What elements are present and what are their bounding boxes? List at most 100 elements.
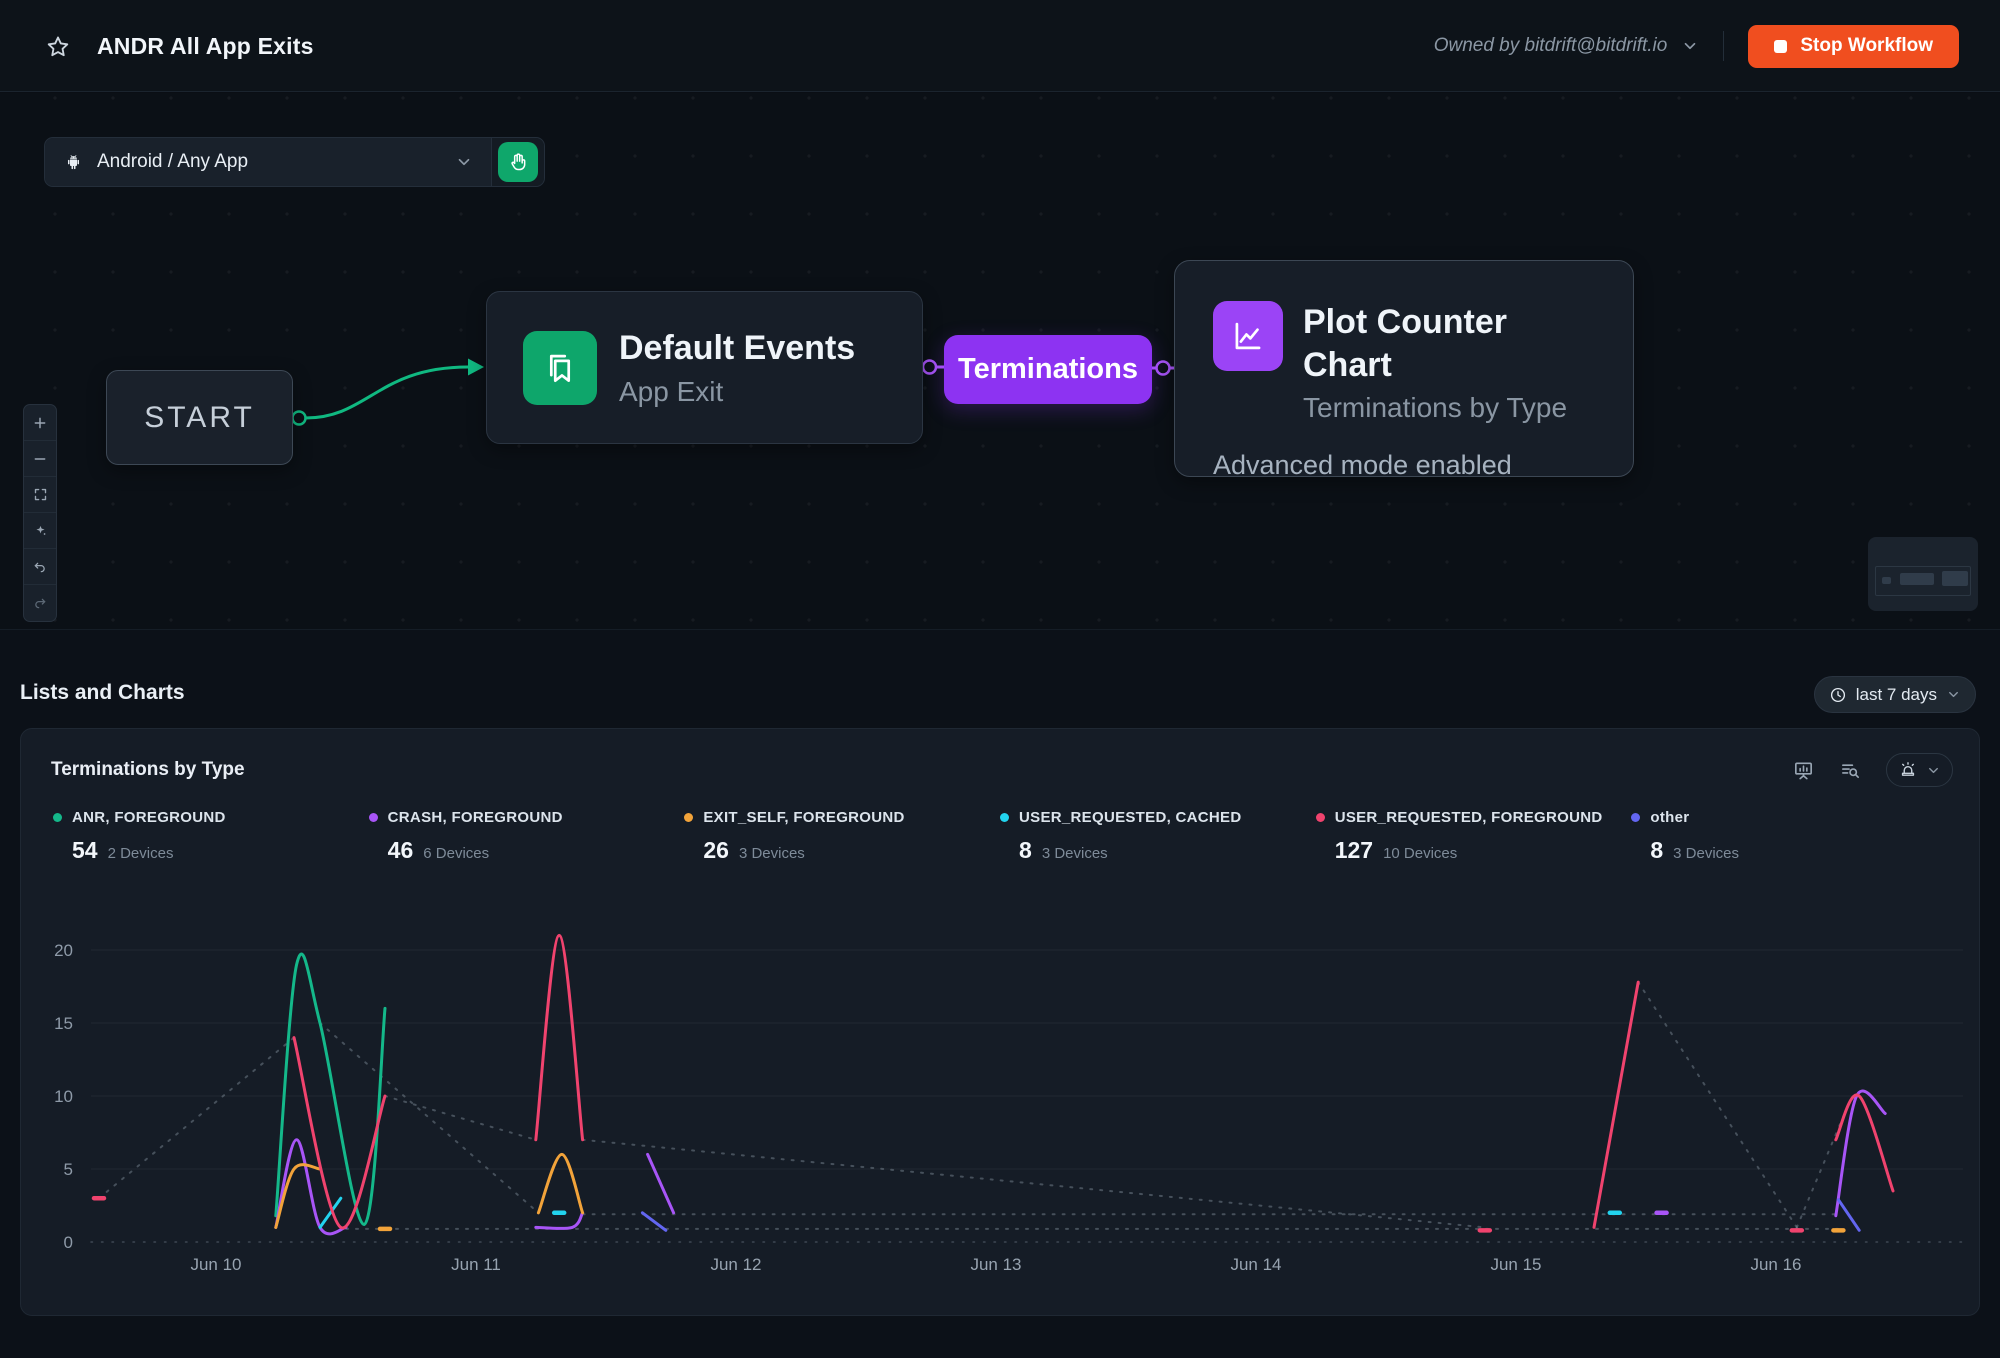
- node-default-events[interactable]: Default Events App Exit: [486, 291, 923, 444]
- undo-button[interactable]: [24, 549, 56, 585]
- svg-text:Jun 13: Jun 13: [970, 1255, 1021, 1274]
- section-title: Lists and Charts: [20, 681, 185, 704]
- alarm-icon: [1901, 762, 1915, 776]
- line-chart-icon: [1235, 322, 1261, 350]
- legend-dot: [1631, 813, 1641, 822]
- terminations-chart-svg: 0 5 10 15 20 Jun 10 Jun 11 Jun 12 Jun 13 Jun 14 Ju…: [54, 933, 1964, 1274]
- legend-devices: 2 Devices: [107, 845, 174, 862]
- chevron-down-icon: [1929, 767, 1938, 773]
- redo-button[interactable]: [24, 585, 56, 621]
- node-title: Default Events: [619, 329, 856, 368]
- legend-dot: [368, 813, 378, 822]
- dashboard-chart-button[interactable]: [1792, 759, 1815, 782]
- legend-value: 8: [1650, 837, 1664, 863]
- legend-value: 26: [703, 837, 729, 863]
- legend-devices: 3 Devices: [1673, 845, 1740, 862]
- legend-item-1[interactable]: CRASH, FOREGROUND 46 6 Devices: [368, 809, 685, 864]
- bookmark-icon-badge: [523, 330, 597, 405]
- chevron-down-icon: [1685, 42, 1696, 50]
- svg-text:Jun 11: Jun 11: [451, 1255, 501, 1274]
- node-terminations[interactable]: Terminations: [944, 335, 1152, 404]
- node-subtitle: Terminations by Type: [1303, 392, 1568, 423]
- zoom-in-button[interactable]: [24, 405, 56, 441]
- legend-dot: [53, 813, 62, 822]
- svg-text:Jun 14: Jun 14: [1230, 1255, 1281, 1274]
- app-selector-dropdown[interactable]: Android / Any App: [45, 138, 491, 186]
- stop-icon: [1774, 39, 1788, 53]
- svg-text:10: 10: [54, 1087, 73, 1106]
- node-plot-counter-chart[interactable]: Plot Counter Chart Terminations by Type …: [1174, 260, 1634, 480]
- legend-label: ANR, FOREGROUND: [72, 809, 226, 826]
- bookmark-icon: [549, 354, 571, 382]
- divider: [1723, 31, 1725, 61]
- stop-workflow-button[interactable]: Stop Workflow: [1748, 24, 1959, 68]
- legend-dot: [684, 813, 694, 822]
- canvas-minimap[interactable]: [1868, 537, 1978, 611]
- workflow-canvas[interactable]: Android / Any App START Default Events A…: [0, 93, 2000, 629]
- chevron-down-icon: [458, 158, 470, 166]
- terminations-label: Terminations: [958, 353, 1138, 385]
- list-search-icon: [1842, 763, 1859, 778]
- svg-text:0: 0: [64, 1233, 73, 1252]
- legend-label: USER_REQUESTED, CACHED: [1019, 809, 1242, 826]
- legend-item-0[interactable]: ANR, FOREGROUND 54 2 Devices: [53, 809, 369, 864]
- legend-value: 8: [1019, 837, 1032, 863]
- owner-label: Owned by bitdrift@bitdrift.io: [1433, 35, 1668, 56]
- node-subtitle: App Exit: [619, 375, 724, 407]
- legend-item-3[interactable]: USER_REQUESTED, CACHED 8 3 Devices: [1000, 809, 1316, 864]
- legend-value: 127: [1334, 837, 1374, 863]
- presentation-chart-icon: [1795, 761, 1812, 779]
- svg-text:5: 5: [64, 1160, 73, 1179]
- hand-icon: [511, 153, 526, 171]
- advanced-mode-label: Advanced mode enabled: [1213, 450, 1512, 480]
- fit-view-button[interactable]: [24, 477, 56, 513]
- legend-label: CRASH, FOREGROUND: [387, 809, 563, 826]
- canvas-toolbar: [23, 404, 57, 622]
- time-range-selector[interactable]: last 7 days: [1813, 676, 1976, 713]
- terminations-chart-card: Terminations by Type ANR, FOREGROUND 54 2 …: [20, 728, 1980, 1316]
- divider: [491, 138, 492, 186]
- svg-text:20: 20: [54, 941, 73, 960]
- minimap-viewport: [1875, 566, 1971, 596]
- node-title: Plot Counter Chart: [1303, 303, 1507, 384]
- chart-card-title: Terminations by Type: [51, 759, 245, 780]
- legend-label: USER_REQUESTED, FOREGROUND: [1334, 809, 1603, 826]
- owner-menu[interactable]: Owned by bitdrift@bitdrift.io: [1434, 35, 1700, 57]
- tidy-layout-button[interactable]: [24, 513, 56, 549]
- legend-label: EXIT_SELF, FOREGROUND: [703, 809, 905, 826]
- legend-devices: 10 Devices: [1383, 845, 1458, 862]
- legend-devices: 3 Devices: [1041, 845, 1108, 862]
- chart-legend: ANR, FOREGROUND 54 2 Devices CRASH, FOREGRO…: [21, 809, 1979, 864]
- zoom-out-button[interactable]: [24, 441, 56, 477]
- app-selector-label: Android / Any App: [97, 151, 249, 172]
- favorite-star-icon[interactable]: [44, 34, 72, 62]
- svg-text:Jun 15: Jun 15: [1490, 1255, 1541, 1274]
- legend-value: 54: [72, 837, 98, 863]
- svg-text:Jun 16: Jun 16: [1750, 1255, 1801, 1274]
- legend-dot: [1315, 813, 1325, 822]
- alert-menu-button[interactable]: [1886, 753, 1953, 787]
- top-bar: ANDR All App Exits Owned by bitdrift@bit…: [0, 0, 2000, 92]
- chart-icon-badge: [1213, 301, 1283, 371]
- legend-item-2[interactable]: EXIT_SELF, FOREGROUND 26 3 Devices: [684, 809, 1000, 864]
- chevron-down-icon: [1949, 691, 1958, 698]
- legend-item-5[interactable]: other 8 3 Devices: [1631, 809, 1947, 864]
- svg-text:15: 15: [54, 1014, 73, 1033]
- page-title: ANDR All App Exits: [97, 33, 314, 59]
- svg-text:Jun 12: Jun 12: [710, 1255, 761, 1274]
- legend-devices: 6 Devices: [423, 845, 490, 862]
- android-icon: [67, 154, 80, 169]
- time-range-label: last 7 days: [1855, 684, 1937, 704]
- start-node-label: START: [144, 400, 255, 434]
- legend-dot: [1000, 813, 1010, 822]
- legend-label: other: [1650, 809, 1690, 826]
- legend-devices: 3 Devices: [738, 845, 805, 862]
- hand-tool-wrap: [492, 138, 544, 186]
- node-start[interactable]: START: [106, 370, 293, 465]
- search-logs-button[interactable]: [1839, 759, 1862, 782]
- legend-item-4[interactable]: USER_REQUESTED, FOREGROUND 127 10 Devices: [1315, 809, 1632, 864]
- app-selector-group: Android / Any App: [44, 137, 545, 187]
- svg-text:Jun 10: Jun 10: [190, 1255, 241, 1274]
- clock-icon: [1830, 687, 1845, 702]
- pan-hand-button[interactable]: [498, 142, 538, 182]
